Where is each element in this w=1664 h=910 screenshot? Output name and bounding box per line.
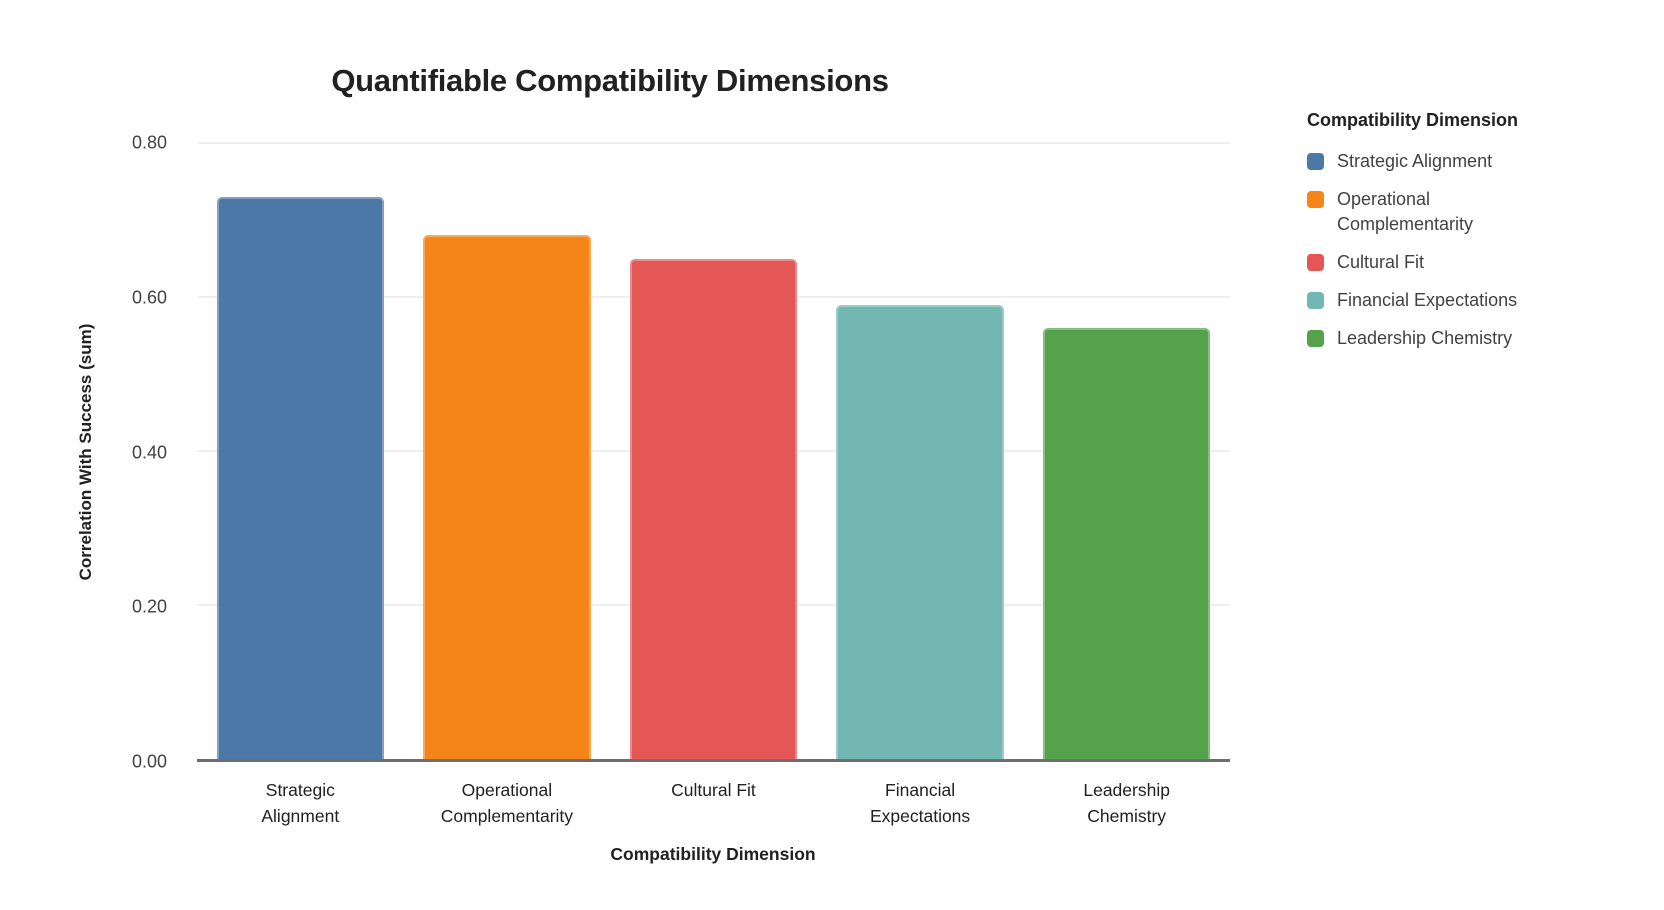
bar-band-strategic-alignment [197,143,404,759]
y-tick-label: 0.00 [131,751,167,772]
bar-band-cultural-fit [610,143,817,759]
bar-series [197,143,1230,759]
bar-leadership-chemistry[interactable] [1043,327,1211,759]
bar-strategic-alignment[interactable] [216,196,384,759]
x-tick-cultural-fit: Cultural Fit [671,780,756,800]
legend: Compatibility Dimension Strategic Alignm… [1307,110,1537,364]
legend-swatch-icon [1307,191,1324,208]
legend-item-label: Cultural Fit [1337,252,1425,272]
legend-item-leadership-chemistry[interactable]: Leadership Chemistry [1307,326,1537,351]
legend-item-financial-expectations[interactable]: Financial Expectations [1307,288,1537,313]
x-axis-title: Compatibility Dimension [610,844,816,864]
legend-item-label: Strategic Alignment [1337,151,1493,171]
legend-item-strategic-alignment[interactable]: Strategic Alignment [1307,149,1537,174]
plot-area [197,142,1230,762]
legend-item-label: Leadership Chemistry [1337,328,1513,348]
x-tick-strategic-alignment: Strategic Alignment [261,780,340,826]
x-axis-ticks: Strategic Alignment Operational Complemen… [197,777,1230,829]
legend-item-cultural-fit[interactable]: Cultural Fit [1307,250,1537,275]
x-tick-operational-complementarity: Operational Complementarity [440,780,574,826]
x-tick-financial-expectations: Financial Expectations [869,780,971,826]
legend-swatch-icon [1307,254,1324,271]
y-tick-label: 0.80 [131,132,167,153]
legend-title: Compatibility Dimension [1307,110,1519,130]
legend-items: Strategic Alignment Operational Complemen… [1307,149,1537,351]
bar-cultural-fit[interactable] [629,258,798,759]
gridline-0.8 [197,142,1230,144]
y-tick-label: 0.40 [131,442,167,462]
bar-band-financial-expectations [817,143,1024,759]
y-tick-label: 0.20 [131,596,167,617]
legend-item-label: Operational Complementarity [1337,189,1474,234]
bar-financial-expectations[interactable] [836,304,1004,759]
legend-swatch-icon [1307,330,1324,347]
bar-operational-complementarity[interactable] [423,235,591,759]
legend-swatch-icon [1307,153,1324,170]
legend-item-operational-complementarity[interactable]: Operational Complementarity [1307,187,1537,237]
legend-item-label: Financial Expectations [1337,290,1518,310]
bar-band-operational-complementarity [404,143,611,759]
legend-swatch-icon [1307,292,1324,309]
bar-band-leadership-chemistry [1023,143,1230,759]
x-tick-leadership-chemistry: Leadership Chemistry [1083,780,1170,826]
chart-title: Quantifiable Compatibility Dimensions [331,63,889,98]
y-tick-label: 0.60 [131,287,167,308]
